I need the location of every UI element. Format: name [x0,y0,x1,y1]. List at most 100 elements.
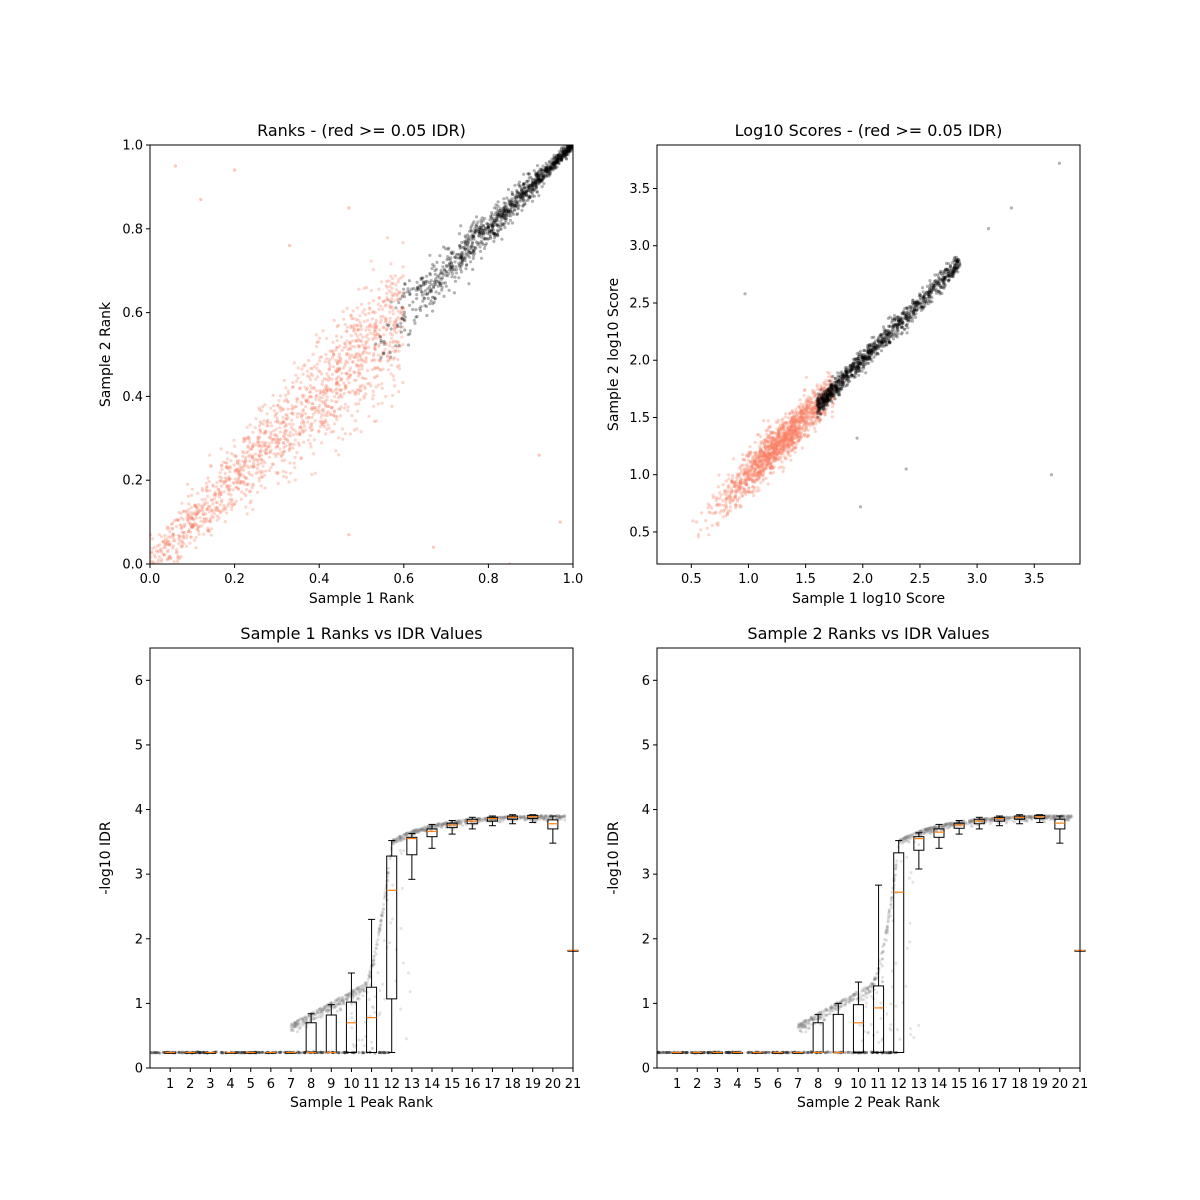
scatter-point-red [786,437,791,442]
scatter-point-red [760,464,764,468]
scatter-point-red [738,486,742,490]
scatter-point-red [722,489,727,493]
scatter-point-red [767,456,772,460]
scatter-point-red [320,400,324,404]
scatter-point-red [760,467,764,471]
scatter-point-red [384,303,388,307]
scatter-point-red [344,386,348,390]
scatter-point-black [562,152,566,156]
scatter-point-red [774,444,778,448]
scatter-point-red [788,412,792,416]
scatter-point-black [522,191,526,195]
scatter-point-red [266,444,270,449]
scatter-point-black [510,192,515,197]
scatter-point-red [819,393,823,397]
scatter-point-black [492,232,496,236]
scatter-point-red [189,505,194,510]
scatter-point-red [770,450,775,454]
scatter-point-black [501,206,505,210]
scatter-point-black [496,223,500,227]
scatter-point-red [787,445,791,449]
scatter-point-red [777,451,781,455]
scatter-point-red [379,315,383,319]
scatter-point-red [790,427,794,431]
scatter-point-red [165,538,169,542]
scatter-point-black [548,165,552,169]
scatter-point-red [811,410,815,414]
scatter-point-red [801,424,805,428]
scatter-point-red [798,417,802,421]
scatter-point-red [265,452,269,456]
scatter-point-black [836,390,841,394]
scatter-point-red [281,420,285,424]
scatter-point-red [327,360,331,364]
scatter-point-black [403,315,407,319]
scatter-point-red [734,481,739,485]
scatter-point-red [825,391,829,395]
scatter-point-red [792,447,796,451]
scatter-point-black [505,211,509,215]
scatter-point-black [453,279,458,283]
scatter-point-red [388,316,392,320]
scatter-point-red [780,447,784,451]
scatter-point-black [552,165,556,169]
scatter-point-black [512,205,517,209]
scatter-point-red [355,334,359,338]
scatter-point-red [229,459,233,463]
scatter-point-red [794,420,798,424]
scatter-point-red [353,378,357,382]
scatter-point-red [804,424,809,428]
scatter-point-red [380,401,384,405]
scatter-point-red [759,455,763,460]
scatter-point-black [379,338,383,343]
scatter-point-black [555,156,559,160]
scatter-point-red [783,438,787,442]
scatter-point-red [355,323,359,327]
scatter-point-red [265,424,269,428]
scatter-point-black [547,160,552,165]
scatter-point-red [806,433,810,437]
scatter-point-red [258,443,263,447]
scatter-point-red [788,433,792,437]
scatter-point-black [552,161,556,166]
scatter-point-red [325,398,329,402]
scatter-point-red [790,432,794,436]
scatter-point-black [440,288,444,292]
scatter-point-red [793,436,798,440]
scatter-point-red [792,421,796,425]
scatter-point-red [206,528,210,532]
scatter-point-black [466,242,470,246]
scatter-point-black [519,193,523,197]
scatter-point-red [177,537,181,541]
scatter-point-red [374,336,378,340]
scatter-point-red [825,400,829,404]
scatter-point-red [239,465,243,469]
scatter-point-red [797,438,801,442]
scatter-point-red [745,482,749,486]
scatter-point-black [498,213,502,217]
scatter-point-black [547,172,551,176]
scatter-point-red [272,409,276,413]
scatter-point-red [809,398,813,402]
scatter-point-red [792,422,796,426]
scatter-point-red [747,476,751,480]
scatter-point-red [745,490,749,494]
scatter-point-red [776,451,780,456]
scatter-point-black [423,292,427,296]
scatter-point-red [734,490,738,494]
scatter-point-red [804,415,808,420]
scatter-point-red [732,495,736,499]
scatter-point-red [730,480,735,484]
scatter-point-red [258,429,263,433]
scatter-point-red [739,478,743,482]
scatter-point-red [742,472,747,476]
scatter-point-red [710,506,714,510]
scatter-point-black [890,328,894,332]
scatter-point-red [768,429,773,433]
scatter-point-black [566,150,570,155]
scatter-point-red [349,314,353,318]
scatter-point-red [830,405,835,409]
scatter-point-red [767,451,771,455]
scatter-point-red [284,444,288,448]
